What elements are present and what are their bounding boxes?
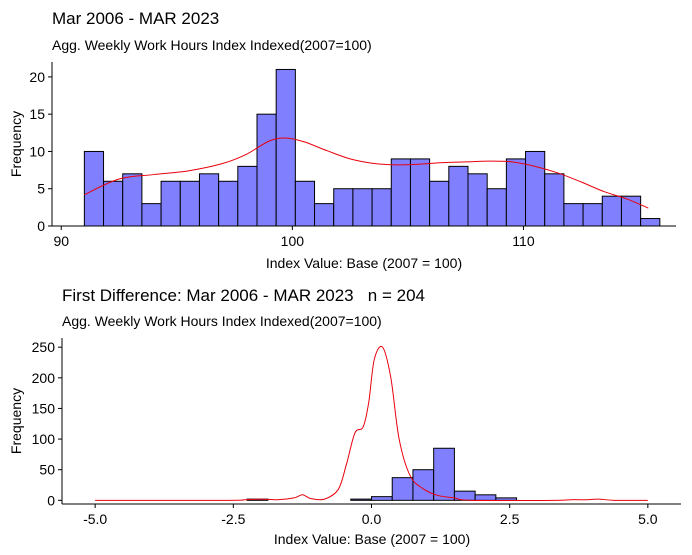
- chart-top-y-ticks: 0 5 10 15 20: [29, 69, 52, 234]
- chart-bottom-y-tick-label: 250: [32, 339, 56, 355]
- chart-top-density-curve: [84, 137, 649, 209]
- chart-top-bar: [294, 180, 316, 227]
- chart-bottom-bar: [391, 477, 414, 501]
- chart-top-y-label: Frequency: [8, 111, 24, 177]
- chart-top-bar: [640, 218, 661, 227]
- chart-top-x-tick-label: 100: [281, 233, 305, 249]
- chart-top-bar: [275, 68, 296, 227]
- chart-top-bar: [83, 150, 105, 227]
- chart-bottom-bars: [246, 447, 518, 501]
- chart-top-subtitle: Agg. Weekly Work Hours Index Indexed(200…: [52, 37, 372, 53]
- chart-top-bar: [333, 188, 354, 227]
- chart-bottom-bar: [495, 497, 518, 501]
- chart-top-bar: [237, 165, 258, 227]
- chart-top-bar: [467, 173, 488, 227]
- chart-bottom-x-label: Index Value: Base (2007 = 100): [274, 531, 470, 547]
- chart-bottom-bar: [412, 469, 435, 501]
- chart-top-bar: [409, 158, 431, 227]
- chart-bottom-x-tick-label: -5.0: [83, 511, 107, 527]
- chart-bottom-bar: [474, 494, 497, 501]
- chart-top-bar: [198, 173, 220, 227]
- chart-bottom-y-tick-label: 200: [32, 370, 56, 386]
- chart-top-x-ticks: 90 100 110: [53, 226, 535, 249]
- chart-top-bar: [160, 180, 181, 227]
- chart-top-y-tick-label: 15: [29, 106, 45, 122]
- chart-top-bar: [563, 203, 584, 227]
- chart-bottom-title: First Difference: Mar 2006 - MAR 2023 n …: [62, 286, 425, 305]
- chart-top-bar: [122, 173, 143, 227]
- chart-top-bar: [601, 195, 622, 227]
- chart-top-bar: [371, 188, 392, 227]
- chart-bottom-y-tick-label: 100: [32, 431, 56, 447]
- chart-bottom-x-tick-label: -2.5: [221, 511, 245, 527]
- chart-top-x-tick-label: 90: [53, 233, 69, 249]
- chart-top: Mar 2006 - MAR 2023 Agg. Weekly Work Hou…: [8, 9, 676, 271]
- chart-bottom-x-tick-label: 5.0: [638, 511, 658, 527]
- chart-top-bar: [390, 158, 411, 227]
- chart-top-y-tick-label: 0: [37, 218, 45, 234]
- chart-bottom-x-ticks: -5.0 -2.5 0.0 2.5 5.0: [83, 504, 658, 527]
- chart-bottom-bar: [433, 447, 455, 501]
- chart-bottom-x-tick-label: 2.5: [500, 511, 520, 527]
- chart-bottom-density-curve: [95, 345, 648, 502]
- chart-bottom-x-tick-label: 0.0: [362, 511, 382, 527]
- chart-top-y-tick-label: 20: [29, 69, 45, 85]
- chart-top-bar: [448, 165, 469, 227]
- chart-top-x-label: Index Value: Base (2007 = 100): [266, 255, 462, 271]
- chart-bottom: First Difference: Mar 2006 - MAR 2023 n …: [8, 286, 681, 547]
- chart-top-bar: [179, 180, 200, 227]
- chart-bottom-bar: [371, 496, 393, 501]
- chart-bottom-bar: [350, 498, 373, 501]
- chart-bottom-y-label: Frequency: [8, 388, 24, 454]
- chart-top-y-tick-label: 10: [29, 143, 45, 159]
- chart-bottom-subtitle: Agg. Weekly Work Hours Index Indexed(200…: [62, 313, 382, 329]
- chart-top-bar: [141, 203, 162, 227]
- chart-top-bar: [525, 150, 546, 227]
- chart-top-bar: [582, 203, 603, 227]
- chart-bottom-y-tick-label: 0: [47, 492, 55, 508]
- chart-top-bar: [314, 203, 335, 227]
- chart-top-x-tick-label: 110: [512, 233, 535, 249]
- chart-top-bar: [218, 180, 239, 227]
- chart-top-title: Mar 2006 - MAR 2023: [52, 9, 219, 28]
- chart-bottom-y-tick-label: 50: [39, 462, 55, 478]
- chart-top-bar: [544, 173, 565, 227]
- chart-top-bar: [256, 113, 277, 227]
- chart-top-bar: [103, 180, 124, 227]
- chart-top-bar: [352, 188, 373, 227]
- chart-bottom-y-ticks: 0 50 100 150 200 250: [32, 339, 62, 508]
- chart-top-bar: [429, 180, 450, 227]
- chart-top-y-tick-label: 5: [37, 181, 45, 197]
- chart-bottom-y-tick-label: 150: [32, 400, 56, 416]
- chart-top-bar: [505, 158, 527, 227]
- chart-top-bar: [486, 188, 507, 227]
- chart-top-bars: [83, 68, 661, 227]
